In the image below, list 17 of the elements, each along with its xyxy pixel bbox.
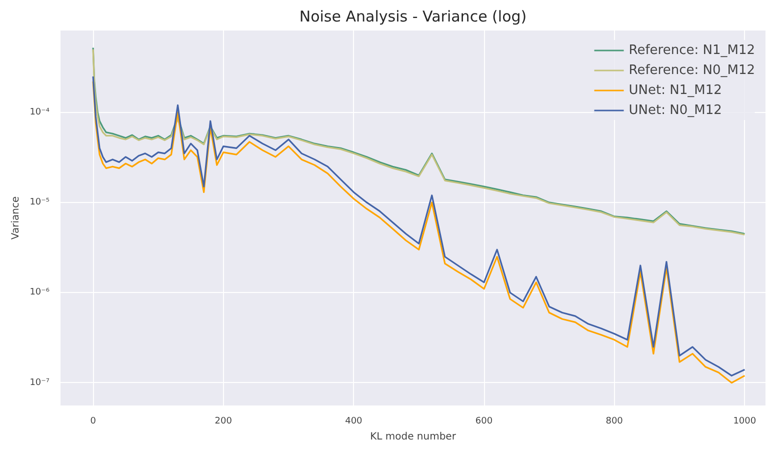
y-tick-label: 10⁻⁷ bbox=[30, 378, 50, 388]
x-tick-label: 400 bbox=[345, 416, 363, 426]
x-tick-label: 0 bbox=[90, 416, 96, 426]
x-tick-label: 800 bbox=[606, 416, 624, 426]
x-axis-title: KL mode number bbox=[370, 432, 457, 442]
y-tick-label: 10⁻⁶ bbox=[30, 288, 50, 298]
x-tick-label: 1000 bbox=[733, 416, 756, 426]
legend-label: Reference: N1_M12 bbox=[628, 42, 755, 58]
x-tick-label: 200 bbox=[214, 416, 232, 426]
y-tick-label: 10⁻⁵ bbox=[30, 197, 50, 208]
x-tick-label: 600 bbox=[475, 416, 493, 426]
y-axis-title: Variance bbox=[10, 196, 22, 240]
legend-label: UNet: N1_M12 bbox=[628, 82, 722, 98]
legend-label: Reference: N0_M12 bbox=[628, 62, 755, 78]
legend-label: UNet: N0_M12 bbox=[628, 102, 722, 118]
y-tick-label: 10⁻⁴ bbox=[30, 107, 50, 118]
chart-title: Noise Analysis - Variance (log) bbox=[299, 8, 527, 26]
